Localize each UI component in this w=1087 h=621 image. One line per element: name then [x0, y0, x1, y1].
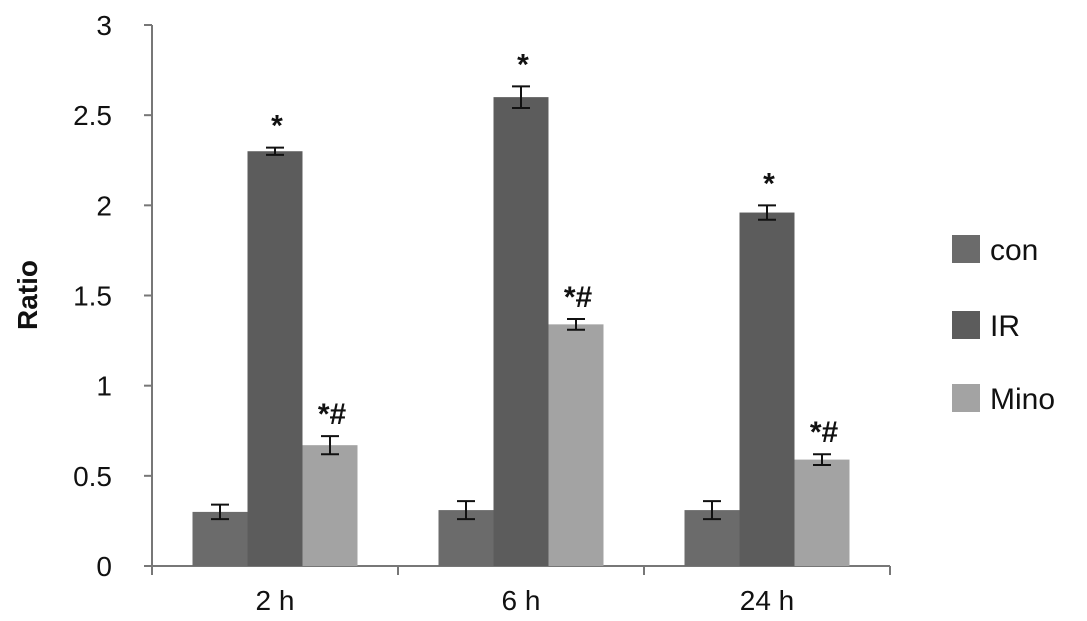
legend-label-mino: Mino — [990, 383, 1055, 416]
bar-mino-2h — [302, 445, 358, 566]
x-tick-label: 24 h — [740, 585, 795, 616]
significance-label: *# — [564, 281, 593, 314]
bar-con-2h — [192, 511, 248, 566]
significance-label: *# — [810, 416, 839, 449]
bars-group: * *# * *# * *# — [192, 48, 850, 566]
bar-ir-6h — [493, 97, 549, 566]
legend-label-con: con — [990, 234, 1038, 267]
y-tick-label: 2.5 — [73, 100, 112, 131]
x-tick-label: 6 h — [502, 585, 541, 616]
y-axis-title: Ratio — [12, 260, 43, 330]
significance-label: * — [271, 110, 283, 143]
significance-label: * — [763, 167, 775, 200]
y-tick-label: 1 — [96, 371, 112, 402]
bar-mino-6h — [548, 324, 604, 566]
significance-label: *# — [318, 398, 347, 431]
bar-ir-2h — [247, 151, 303, 566]
bar-mino-24h — [794, 459, 850, 566]
legend-swatch-mino — [952, 384, 980, 412]
legend-label-ir: IR — [990, 310, 1020, 343]
y-tick-label: 2 — [96, 190, 112, 221]
legend: con IR Mino — [952, 234, 1055, 416]
y-tick-label: 1.5 — [73, 281, 112, 312]
y-tick-label: 3 — [96, 10, 112, 41]
legend-swatch-con — [952, 235, 980, 263]
y-tick-label: 0 — [96, 551, 112, 582]
y-tick-label: 0.5 — [73, 461, 112, 492]
y-axis: 0 0.5 1 1.5 2 2.5 3 — [73, 10, 153, 582]
significance-label: * — [517, 48, 529, 81]
x-axis: 2 h 6 h 24 h — [151, 565, 891, 616]
bar-ir-24h — [739, 212, 795, 566]
x-tick-label: 2 h — [256, 585, 295, 616]
legend-swatch-ir — [952, 311, 980, 339]
